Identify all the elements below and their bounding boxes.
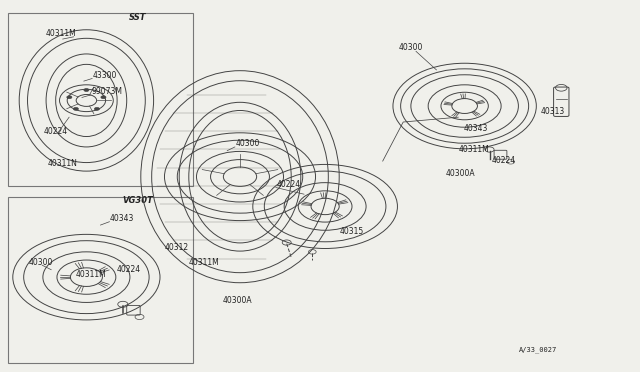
Text: 40312: 40312 [165,243,189,252]
Circle shape [84,89,89,92]
Text: 99073M: 99073M [92,87,122,96]
Text: 43300: 43300 [93,71,117,80]
Text: 40343: 40343 [110,214,134,223]
Text: 40311M: 40311M [188,258,219,267]
Text: 40311N: 40311N [48,159,78,168]
Text: 40224: 40224 [117,264,141,273]
Text: 40311M: 40311M [76,270,106,279]
Circle shape [67,96,72,99]
Text: 40311M: 40311M [459,145,490,154]
Text: 40343: 40343 [464,124,488,133]
Text: 40300: 40300 [236,139,260,148]
Text: 40315: 40315 [339,227,364,236]
Text: 40224: 40224 [44,127,68,136]
Text: 40313: 40313 [541,107,565,116]
Circle shape [101,96,106,99]
Bar [8,13,193,186]
Bar [8,197,193,363]
Text: 40300: 40300 [399,43,423,52]
Text: SST: SST [129,13,147,22]
Circle shape [94,108,99,110]
Text: 40300A: 40300A [223,296,252,305]
Circle shape [74,108,79,110]
Text: VG30T: VG30T [122,196,153,205]
Text: 40224: 40224 [276,180,301,189]
Text: 40311M: 40311M [46,29,77,38]
Text: 40300A: 40300A [446,169,476,177]
Text: A/33_0027: A/33_0027 [518,347,557,353]
Text: 40224: 40224 [492,155,516,164]
Text: 40300: 40300 [28,258,52,267]
